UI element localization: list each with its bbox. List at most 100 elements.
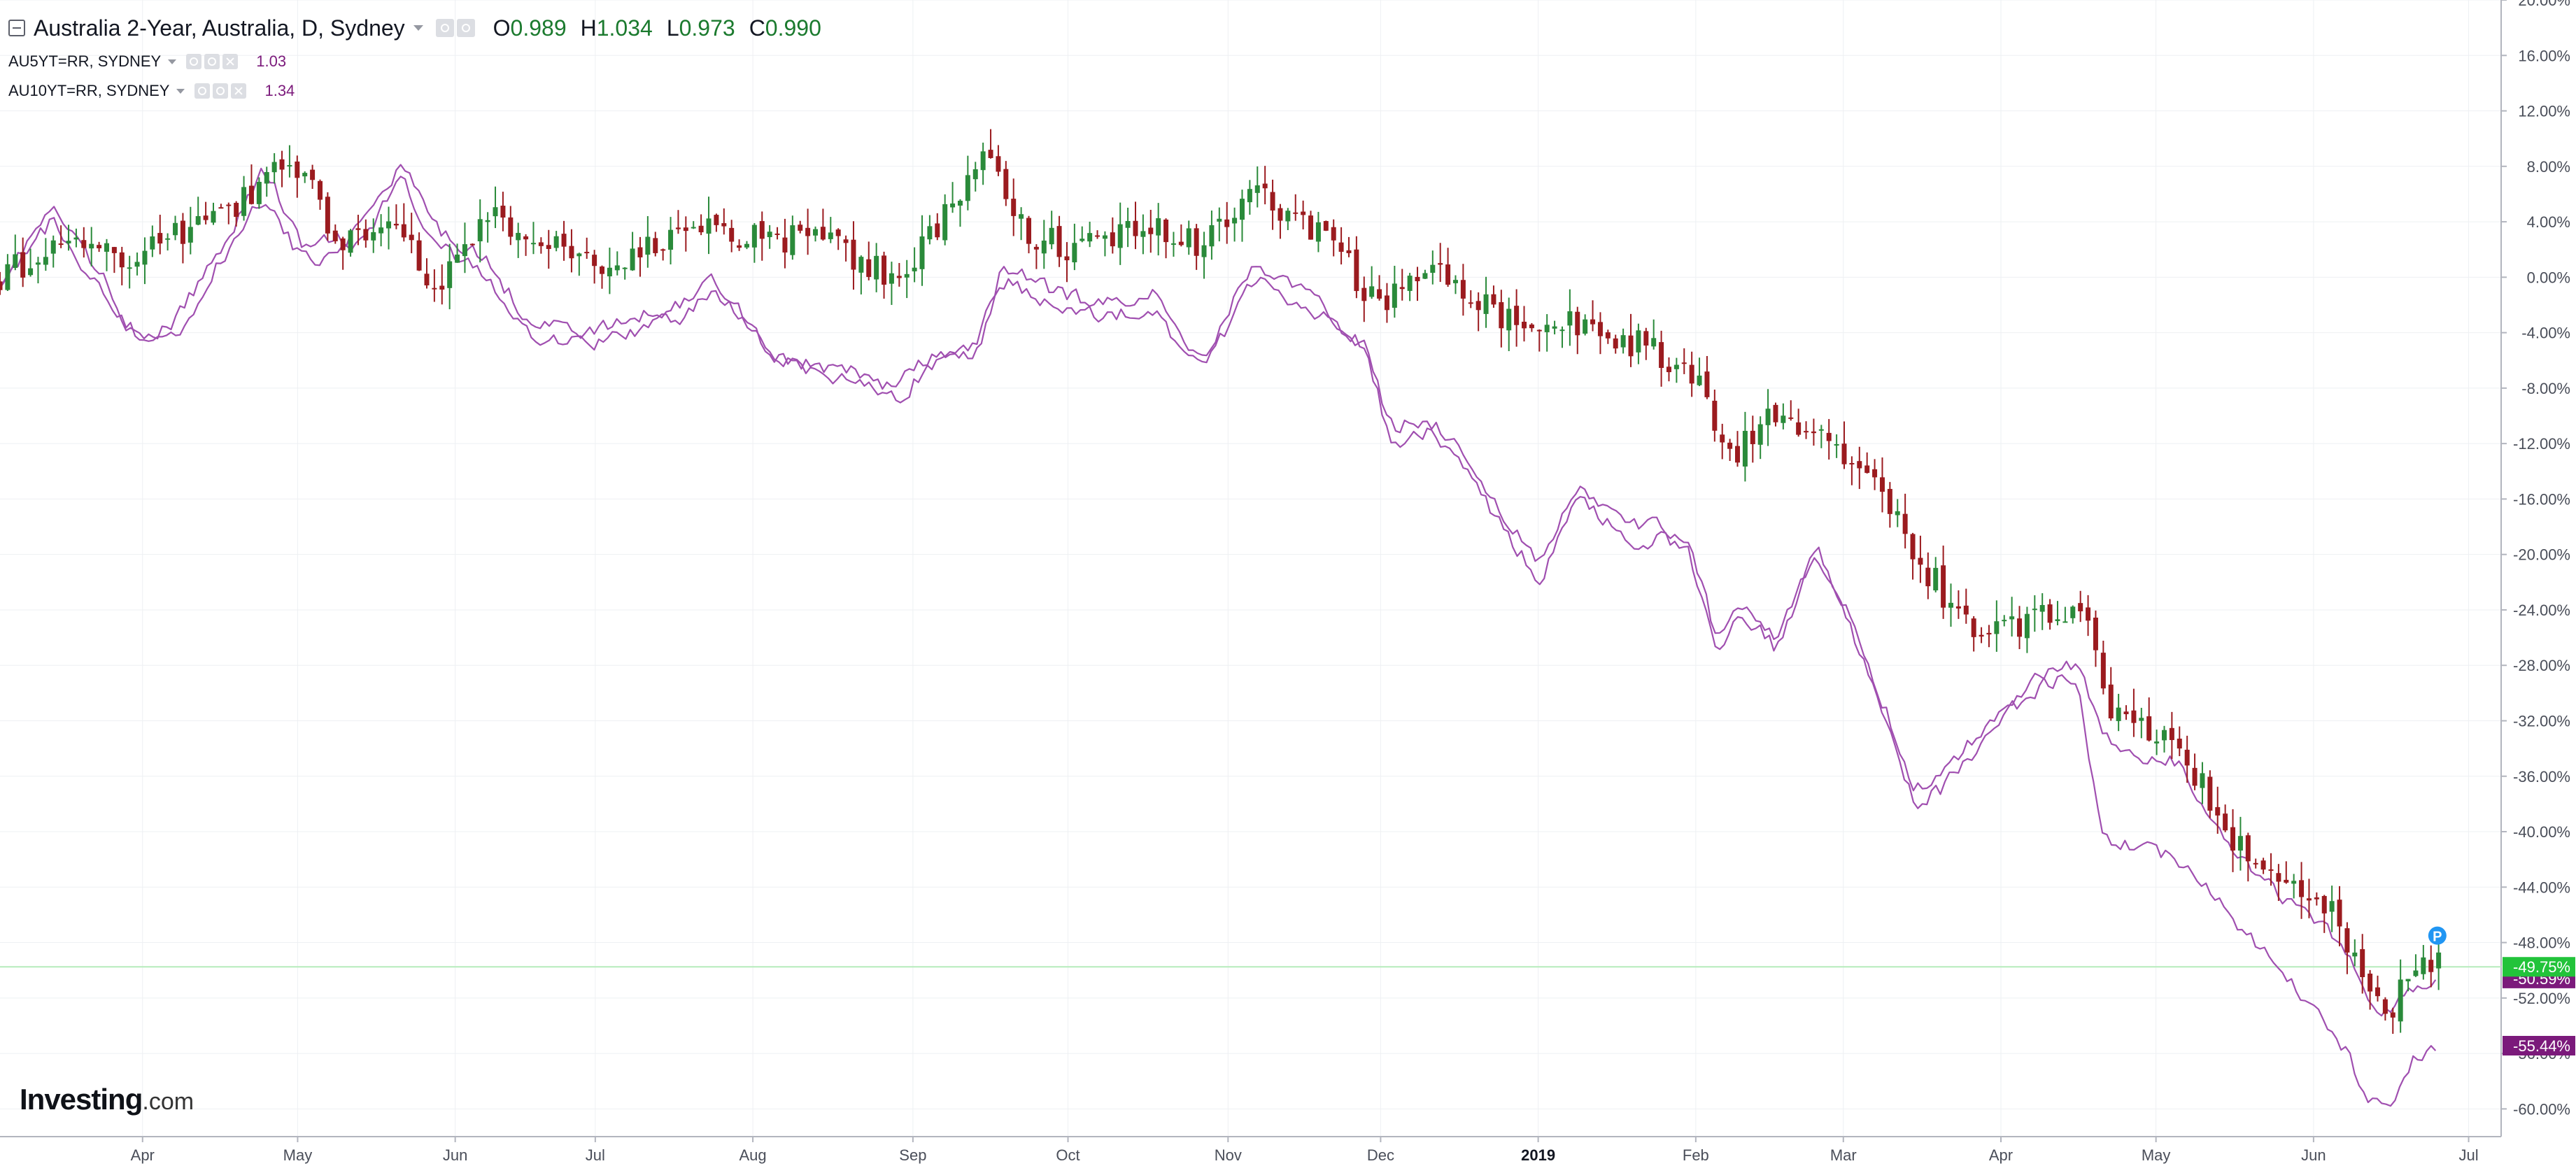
candle-body[interactable] [798, 225, 803, 231]
candle-body[interactable] [561, 234, 567, 247]
candle-body[interactable] [1452, 280, 1458, 283]
candle-body[interactable] [1765, 408, 1771, 425]
candle-body[interactable] [675, 227, 681, 229]
candle-body[interactable] [218, 207, 224, 209]
candle-body[interactable] [1559, 329, 1565, 332]
candle-body[interactable] [782, 237, 788, 253]
candle-body[interactable] [1864, 465, 1870, 474]
candle-body[interactable] [1438, 263, 1443, 265]
candle-body[interactable] [2070, 606, 2076, 618]
candle-body[interactable] [1597, 322, 1603, 336]
gear-icon[interactable] [213, 83, 229, 99]
compare-line[interactable] [0, 164, 2437, 1017]
candle-body[interactable] [1933, 567, 1939, 591]
legend-series-name[interactable]: AU10YT=RR, SYDNEY [8, 82, 170, 99]
candle-body[interactable] [1750, 430, 1755, 445]
candle-body[interactable] [1788, 417, 1794, 419]
candle-body[interactable] [2329, 901, 2335, 912]
candle-body[interactable] [1049, 227, 1054, 245]
candle-body[interactable] [348, 230, 353, 253]
close-icon[interactable] [222, 54, 239, 69]
candle-body[interactable] [469, 243, 475, 246]
candle-body[interactable] [980, 151, 986, 171]
candle-body[interactable] [1072, 243, 1077, 263]
candle-body[interactable] [1323, 221, 1329, 231]
gear-icon[interactable] [204, 54, 220, 69]
candle-body[interactable] [1673, 364, 1679, 369]
candle-body[interactable] [462, 244, 467, 257]
candle-body[interactable] [530, 243, 536, 245]
candle-body[interactable] [866, 259, 872, 277]
candle-body[interactable] [2207, 776, 2213, 811]
candle-body[interactable] [1818, 429, 1824, 431]
candle-body[interactable] [1918, 557, 1923, 565]
candle-body[interactable] [1544, 325, 1550, 332]
candle-body[interactable] [774, 233, 780, 235]
candle-body[interactable] [2154, 741, 2160, 744]
candle-body[interactable] [614, 265, 620, 271]
legend-main-title[interactable]: Australia 2-Year, Australia, D, Sydney [34, 15, 405, 41]
chevron-down-icon[interactable] [168, 59, 177, 64]
candle-body[interactable] [2039, 604, 2045, 612]
eye-icon[interactable] [435, 19, 454, 37]
candle-body[interactable] [691, 227, 696, 229]
candle-body[interactable] [271, 162, 277, 173]
candle-body[interactable] [653, 238, 658, 253]
candle-body[interactable] [73, 237, 79, 240]
candle-body[interactable] [35, 262, 41, 265]
chevron-down-icon[interactable] [413, 25, 423, 31]
candle-body[interactable] [1254, 185, 1260, 193]
candle-body[interactable] [1955, 606, 1961, 609]
candle-body[interactable] [553, 236, 559, 248]
candle-body[interactable] [2306, 898, 2312, 901]
candle-body[interactable] [2123, 711, 2129, 715]
candle-body[interactable] [310, 169, 316, 180]
candle-body[interactable] [447, 261, 453, 288]
candle-body[interactable] [401, 224, 406, 238]
candle-body[interactable] [165, 238, 171, 240]
candle-body[interactable] [1620, 335, 1626, 348]
candle-body[interactable] [1536, 329, 1542, 332]
candle-body[interactable] [2405, 979, 2411, 981]
gear-icon[interactable] [456, 19, 475, 37]
candle-body[interactable] [2047, 604, 2053, 623]
candle-body[interactable] [1178, 241, 1184, 246]
candle-body[interactable] [1239, 199, 1245, 220]
candle-body[interactable] [912, 267, 917, 271]
candle-body[interactable] [1773, 404, 1778, 422]
candle-body[interactable] [1941, 565, 1946, 608]
candle-body[interactable] [1994, 621, 2000, 634]
candle-body[interactable] [1285, 211, 1291, 222]
candle-body[interactable] [1201, 245, 1207, 257]
candle-body[interactable] [896, 276, 902, 278]
candle-body[interactable] [630, 248, 635, 271]
candle-body[interactable] [325, 197, 330, 234]
candle-body[interactable] [1887, 489, 1892, 514]
candle-body[interactable] [1704, 371, 1710, 397]
candle-body[interactable] [2352, 952, 2358, 957]
candle-body[interactable] [416, 240, 422, 271]
candle-body[interactable] [1186, 228, 1191, 248]
candle-body[interactable] [1170, 243, 1176, 245]
candle-body[interactable] [1811, 431, 1816, 434]
candle-body[interactable] [1270, 192, 1275, 211]
candle-body[interactable] [790, 225, 795, 255]
candle-body[interactable] [127, 267, 132, 269]
candle-body[interactable] [759, 221, 765, 239]
candle-body[interactable] [767, 232, 772, 238]
candle-body[interactable] [2436, 952, 2442, 969]
eye-icon[interactable] [194, 83, 211, 99]
candle-body[interactable] [1338, 242, 1344, 252]
candle-body[interactable] [1194, 228, 1199, 256]
candle-body[interactable] [1857, 461, 1862, 469]
candle-body[interactable] [935, 223, 940, 238]
candle-body[interactable] [477, 219, 483, 241]
candle-body[interactable] [2299, 880, 2305, 897]
candle-body[interactable] [1697, 375, 1702, 385]
candle-body[interactable] [1460, 280, 1466, 299]
candle-body[interactable] [835, 229, 841, 236]
candle-body[interactable] [2139, 718, 2144, 721]
candle-body[interactable] [988, 150, 993, 158]
candle-body[interactable] [668, 229, 674, 250]
candle-body[interactable] [2024, 613, 2030, 639]
